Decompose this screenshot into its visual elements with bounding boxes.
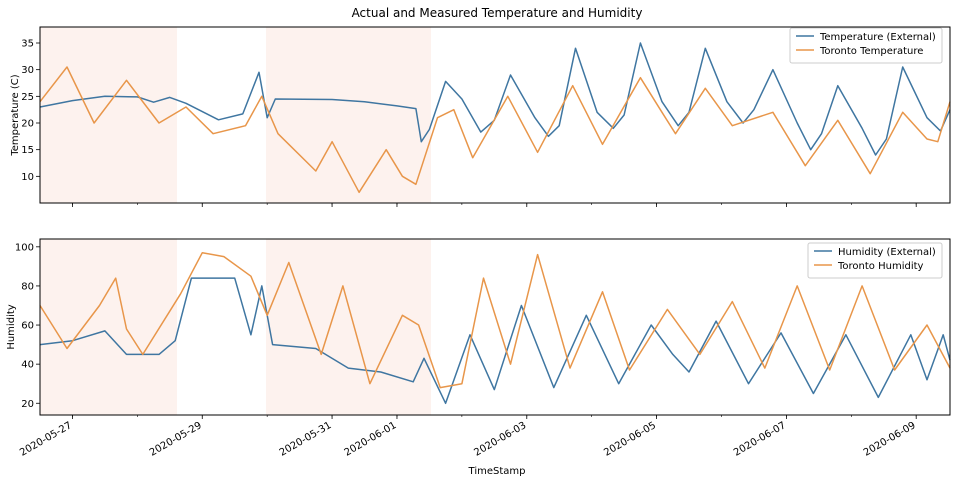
shade-region-4 (266, 239, 431, 415)
series-line-toronto (39, 251, 951, 389)
y-tick-label: 20 (21, 399, 34, 410)
y-tick-label: 10 (21, 172, 34, 183)
legend-label-external-humidity: Humidity (External) (838, 247, 936, 258)
x-tick-label: 2020-05-31 (278, 420, 334, 459)
humidity-legend: Humidity (External) Toronto Humidity (807, 242, 943, 279)
x-tick-label: 2020-06-03 (472, 420, 528, 459)
temperature-x-ticks (72, 203, 917, 207)
series-line-external (39, 277, 951, 405)
temperature-frame (39, 26, 951, 204)
y-tick-label: 40 (21, 360, 34, 371)
humidity-x-ticks: 2020-05-27 2020-05-29 2020-05-31 2020-06-01… (18, 415, 918, 459)
shade-region-2 (266, 27, 431, 203)
temperature-series (39, 42, 951, 194)
y-tick-label: 60 (21, 321, 34, 332)
shade-region-1 (40, 27, 177, 203)
x-tick-label: 2020-06-09 (862, 420, 918, 459)
temperature-legend: Temperature (External) Toronto Temperatu… (789, 27, 943, 64)
y-tick-label: 25 (21, 92, 34, 103)
chart-title: Actual and Measured Temperature and Humi… (352, 6, 643, 20)
y-tick-label: 30 (21, 65, 34, 76)
series-line-external (39, 42, 951, 156)
temperature-y-axis-label: Temperature (C) (10, 74, 21, 156)
x-tick-label: 2020-06-07 (732, 420, 788, 459)
humidity-y-ticks: 20 40 60 80 100 (15, 242, 40, 410)
y-tick-label: 100 (15, 242, 34, 253)
x-tick-label: 2020-05-29 (148, 420, 204, 459)
humidity-series (39, 251, 951, 405)
x-tick-label: 2020-05-27 (18, 420, 74, 459)
temperature-y-ticks: 10 15 20 25 30 35 (21, 39, 40, 183)
humidity-frame (39, 238, 951, 416)
x-tick-label: 2020-06-05 (602, 420, 658, 459)
y-tick-label: 20 (21, 119, 34, 130)
y-tick-label: 15 (21, 145, 34, 156)
legend-label-toronto-temp: Toronto Temperature (819, 46, 923, 57)
legend-label-toronto-humidity: Toronto Humidity (837, 261, 924, 272)
shade-region-3 (40, 239, 177, 415)
legend-box (789, 27, 943, 64)
series-line-toronto (39, 66, 951, 194)
x-axis-label: TimeStamp (468, 466, 526, 477)
legend-box (807, 242, 943, 279)
humidity-y-axis-label: Humidity (6, 304, 17, 349)
temperature-chart: Actual and Measured Temperature and Humi… (10, 6, 951, 207)
x-tick-label: 2020-06-01 (343, 420, 399, 459)
legend-label-external-temp: Temperature (External) (819, 32, 936, 43)
y-tick-label: 80 (21, 281, 34, 292)
y-tick-label: 35 (21, 39, 34, 50)
